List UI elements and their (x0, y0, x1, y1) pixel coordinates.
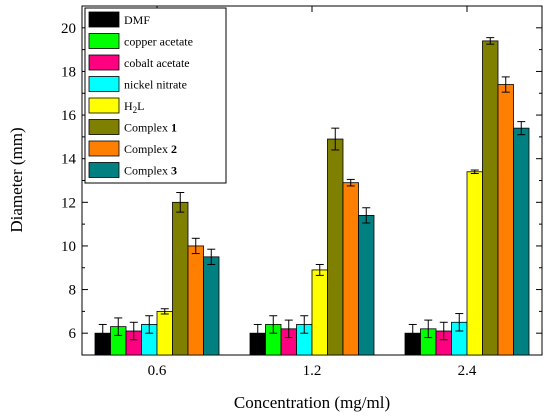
bar (172, 201, 189, 356)
bar (466, 171, 483, 356)
legend-label: Complex 3 (124, 164, 177, 178)
y-tick-label: 10 (61, 239, 76, 255)
legend-label-number: 1 (171, 121, 177, 135)
legend-label: H2L (124, 99, 145, 115)
bar (497, 84, 514, 356)
legend-label-main: copper acetate (124, 35, 193, 49)
legend-label-main: cobalt acetate (124, 56, 190, 70)
bar (311, 269, 328, 356)
legend-label-main: Complex (124, 142, 171, 156)
legend-label-main: Complex (124, 164, 171, 178)
bar (358, 214, 375, 356)
bar (327, 138, 344, 356)
legend-label-subscript: 2 (133, 105, 138, 115)
legend-label-main: nickel nitrate (124, 78, 187, 92)
legend-swatch (88, 97, 120, 114)
legend-swatch (88, 76, 120, 92)
y-tick-label: 18 (61, 64, 76, 80)
legend-label-suffix: L (137, 99, 144, 113)
legend-label-main: DMF (124, 13, 150, 27)
legend-label: copper acetate (124, 35, 193, 49)
legend-swatch (88, 11, 120, 28)
legend-label: cobalt acetate (124, 56, 190, 70)
legend-swatch (88, 54, 120, 71)
bar (156, 310, 173, 356)
x-axis-title: Concentration (mg/ml) (234, 393, 390, 412)
x-tick-label: 2.4 (458, 363, 477, 379)
legend-label: DMF (124, 13, 150, 27)
x-tick-label: 0.6 (148, 363, 167, 379)
legend-swatch (88, 162, 120, 178)
bar (187, 245, 204, 356)
y-tick-label: 8 (69, 283, 77, 299)
y-axis-title: Diameter (mm) (7, 127, 26, 232)
x-tick-label: 1.2 (303, 363, 322, 379)
bar (513, 127, 530, 356)
bar (342, 182, 359, 356)
y-tick-label: 6 (69, 326, 77, 342)
y-tick-label: 14 (61, 152, 77, 168)
legend-label: nickel nitrate (124, 78, 187, 92)
legend-label: Complex 2 (124, 142, 177, 156)
y-tick-label: 20 (61, 21, 76, 37)
legend-swatch (88, 140, 120, 157)
legend-label-main: Complex (124, 121, 171, 135)
legend-label: Complex 1 (124, 121, 177, 135)
bar-series-group (94, 37, 530, 356)
legend-label-number: 3 (171, 164, 177, 178)
legend-label-main: H (124, 99, 133, 113)
legend-label-number: 2 (171, 142, 177, 156)
bar (482, 40, 499, 356)
y-tick-label: 12 (61, 195, 76, 211)
legend-swatch (88, 33, 120, 49)
legend-swatch (88, 119, 120, 135)
x-axis: 0.6 1.2 2.4 (148, 6, 477, 379)
bar (203, 256, 220, 356)
legend: DMF copper acetate cobalt acetate nickel ni… (84, 7, 227, 184)
y-tick-label: 16 (61, 108, 77, 124)
